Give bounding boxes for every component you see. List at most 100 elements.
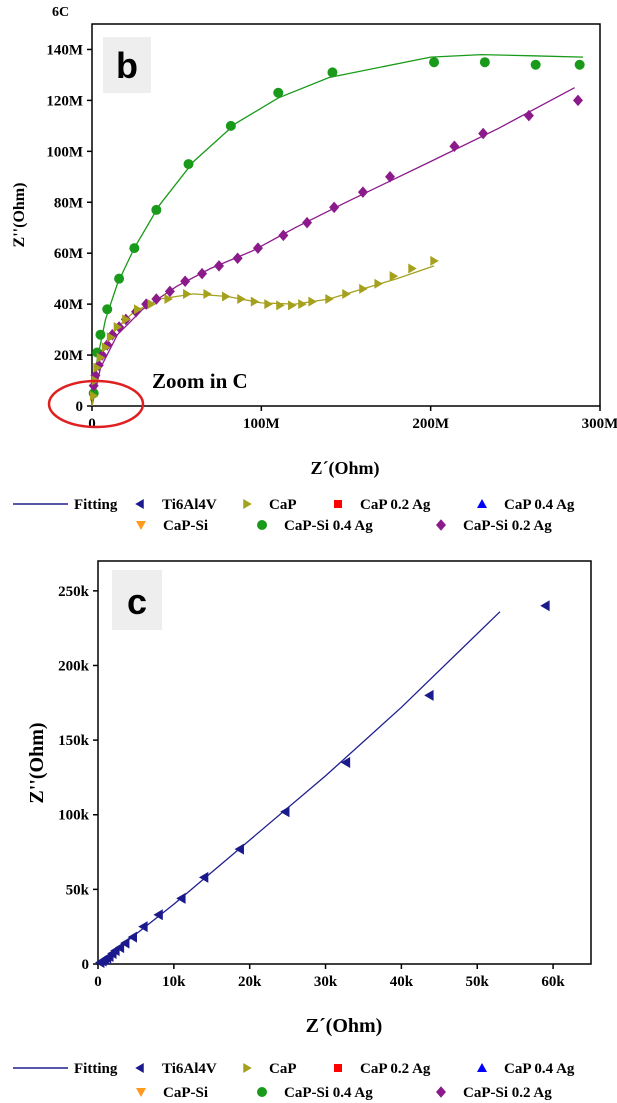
y-tick-label: 80M [54, 195, 83, 211]
data-point [102, 304, 113, 315]
data-point [276, 300, 285, 311]
x-tick-label: 20k [238, 974, 262, 990]
data-point [325, 294, 334, 305]
legend-label-cap_02ag: CaP 0.2 Ag [360, 497, 431, 513]
legend-label-cap_si_04ag: CaP-Si 0.4 Ag [284, 1085, 373, 1101]
data-point [222, 291, 231, 302]
zoom-region-circle [47, 379, 145, 429]
data-point [572, 94, 583, 107]
data-point [164, 294, 173, 305]
data-point [225, 120, 236, 131]
chart-panel-b: b 0 100M 200M 300M 0 20M 40M 60M 80M 100M 120M 140M… [11, 23, 617, 479]
data-point [449, 140, 460, 152]
data-point [273, 87, 284, 98]
data-point [250, 296, 260, 307]
y-tick-label: 150k [58, 733, 90, 749]
data-point [106, 332, 116, 343]
data-point [385, 171, 396, 183]
data-point [147, 299, 157, 310]
legend-marker-cap_02ag [334, 500, 342, 508]
y-tick-label: 60M [54, 246, 83, 262]
legend-panel-b: Fitting Ti6Al4V CaP CaP 0.2 Ag CaP 0.4 Ag CaP… [13, 497, 575, 534]
y-tick-label: 200k [58, 658, 90, 674]
legend-label-cap_si_02ag: CaP-Si 0.2 Ag [463, 518, 552, 534]
legend-panel-c: Fitting Ti6Al4V CaP CaP 0.2 Ag CaP 0.4 Ag CaP… [13, 1061, 575, 1101]
data-point [151, 204, 162, 215]
data-point [288, 300, 297, 311]
panel-label-box-b [103, 37, 151, 93]
x-tick-label: 50k [466, 974, 490, 990]
legend-label-cap_02ag: CaP 0.2 Ag [360, 1061, 431, 1077]
y-tick-label: 120M [46, 93, 83, 109]
data-point [183, 288, 192, 299]
legend-marker-cap_si_04ag [257, 1087, 267, 1097]
legend-marker-cap_si_02ag [436, 519, 446, 531]
data-point [129, 243, 140, 254]
data-point [180, 275, 191, 287]
data-point [101, 342, 111, 353]
y-tick-label: 100k [58, 808, 90, 824]
data-point [234, 843, 244, 855]
legend-label-cap_si_02ag: CaP-Si 0.2 Ag [463, 1085, 552, 1101]
zoom-annotation: Zoom in C [152, 369, 248, 393]
x-tick-label: 10k [162, 974, 186, 990]
data-point [114, 942, 125, 954]
data-point [478, 127, 489, 140]
legend-marker-cap_04ag [477, 1063, 487, 1072]
top-fragment-text: 6C [52, 5, 69, 20]
plot-area-b [91, 23, 601, 407]
x-tick-label: 0 [88, 416, 96, 432]
data-point [164, 285, 175, 298]
data-point [138, 921, 148, 933]
y-tick-label: 0 [76, 399, 84, 415]
data-point [95, 329, 106, 340]
data-point [120, 937, 130, 949]
panel-label-c: c [127, 581, 147, 622]
data-point [479, 57, 490, 68]
data-point [357, 186, 368, 198]
y-tick-label: 250k [58, 584, 90, 600]
data-point [113, 322, 123, 333]
legend-label-cap: CaP [269, 1061, 297, 1077]
data-point [203, 288, 212, 299]
data-point [89, 390, 99, 401]
legend-label-ti6al4v: Ti6Al4V [162, 1061, 217, 1077]
data-point [329, 201, 340, 214]
legend-marker-ti6al4v [135, 499, 144, 509]
data-point [278, 229, 289, 242]
legend-marker-cap_si [136, 1088, 146, 1097]
legend-marker-cap_si_04ag [257, 520, 267, 530]
data-point [374, 278, 383, 289]
legend-label-cap_si: CaP-Si [163, 1085, 208, 1101]
x-tick-label: 200M [412, 416, 449, 432]
y-tick-label: 20M [54, 348, 83, 364]
y-tick-label: 140M [46, 42, 83, 58]
data-point [280, 806, 290, 818]
legend-marker-cap [243, 1063, 252, 1073]
data-point [424, 689, 434, 701]
y-axis-label-b: Z''(Ohm) [11, 183, 28, 248]
data-point [96, 352, 106, 363]
legend-label-ti6al4v: Ti6Al4V [162, 497, 217, 513]
data-point [430, 255, 439, 266]
x-tick-label: 60k [541, 974, 565, 990]
data-point [93, 362, 102, 373]
panel-label-box-c [112, 570, 162, 630]
data-point [540, 600, 550, 612]
data-point [523, 109, 534, 122]
legend-marker-cap [243, 499, 252, 509]
data-point [183, 159, 194, 170]
legend-label-cap_04ag: CaP 0.4 Ag [504, 1061, 575, 1077]
data-point [530, 59, 541, 70]
x-tick-label: 30k [314, 974, 338, 990]
legend-label-fitting: Fitting [74, 497, 118, 513]
legend-marker-cap_04ag [477, 499, 487, 508]
data-point [342, 288, 351, 299]
data-point [298, 299, 307, 310]
panel-label-b: b [116, 45, 138, 86]
data-point [122, 314, 131, 325]
legend-marker-ti6al4v [135, 1063, 144, 1073]
chart-panel-c: c 0 10k 20k 30k 40k 50k 60k 0 50k 100k 150k 200k 250… [26, 560, 592, 1037]
x-tick-label: 300M [582, 416, 617, 432]
